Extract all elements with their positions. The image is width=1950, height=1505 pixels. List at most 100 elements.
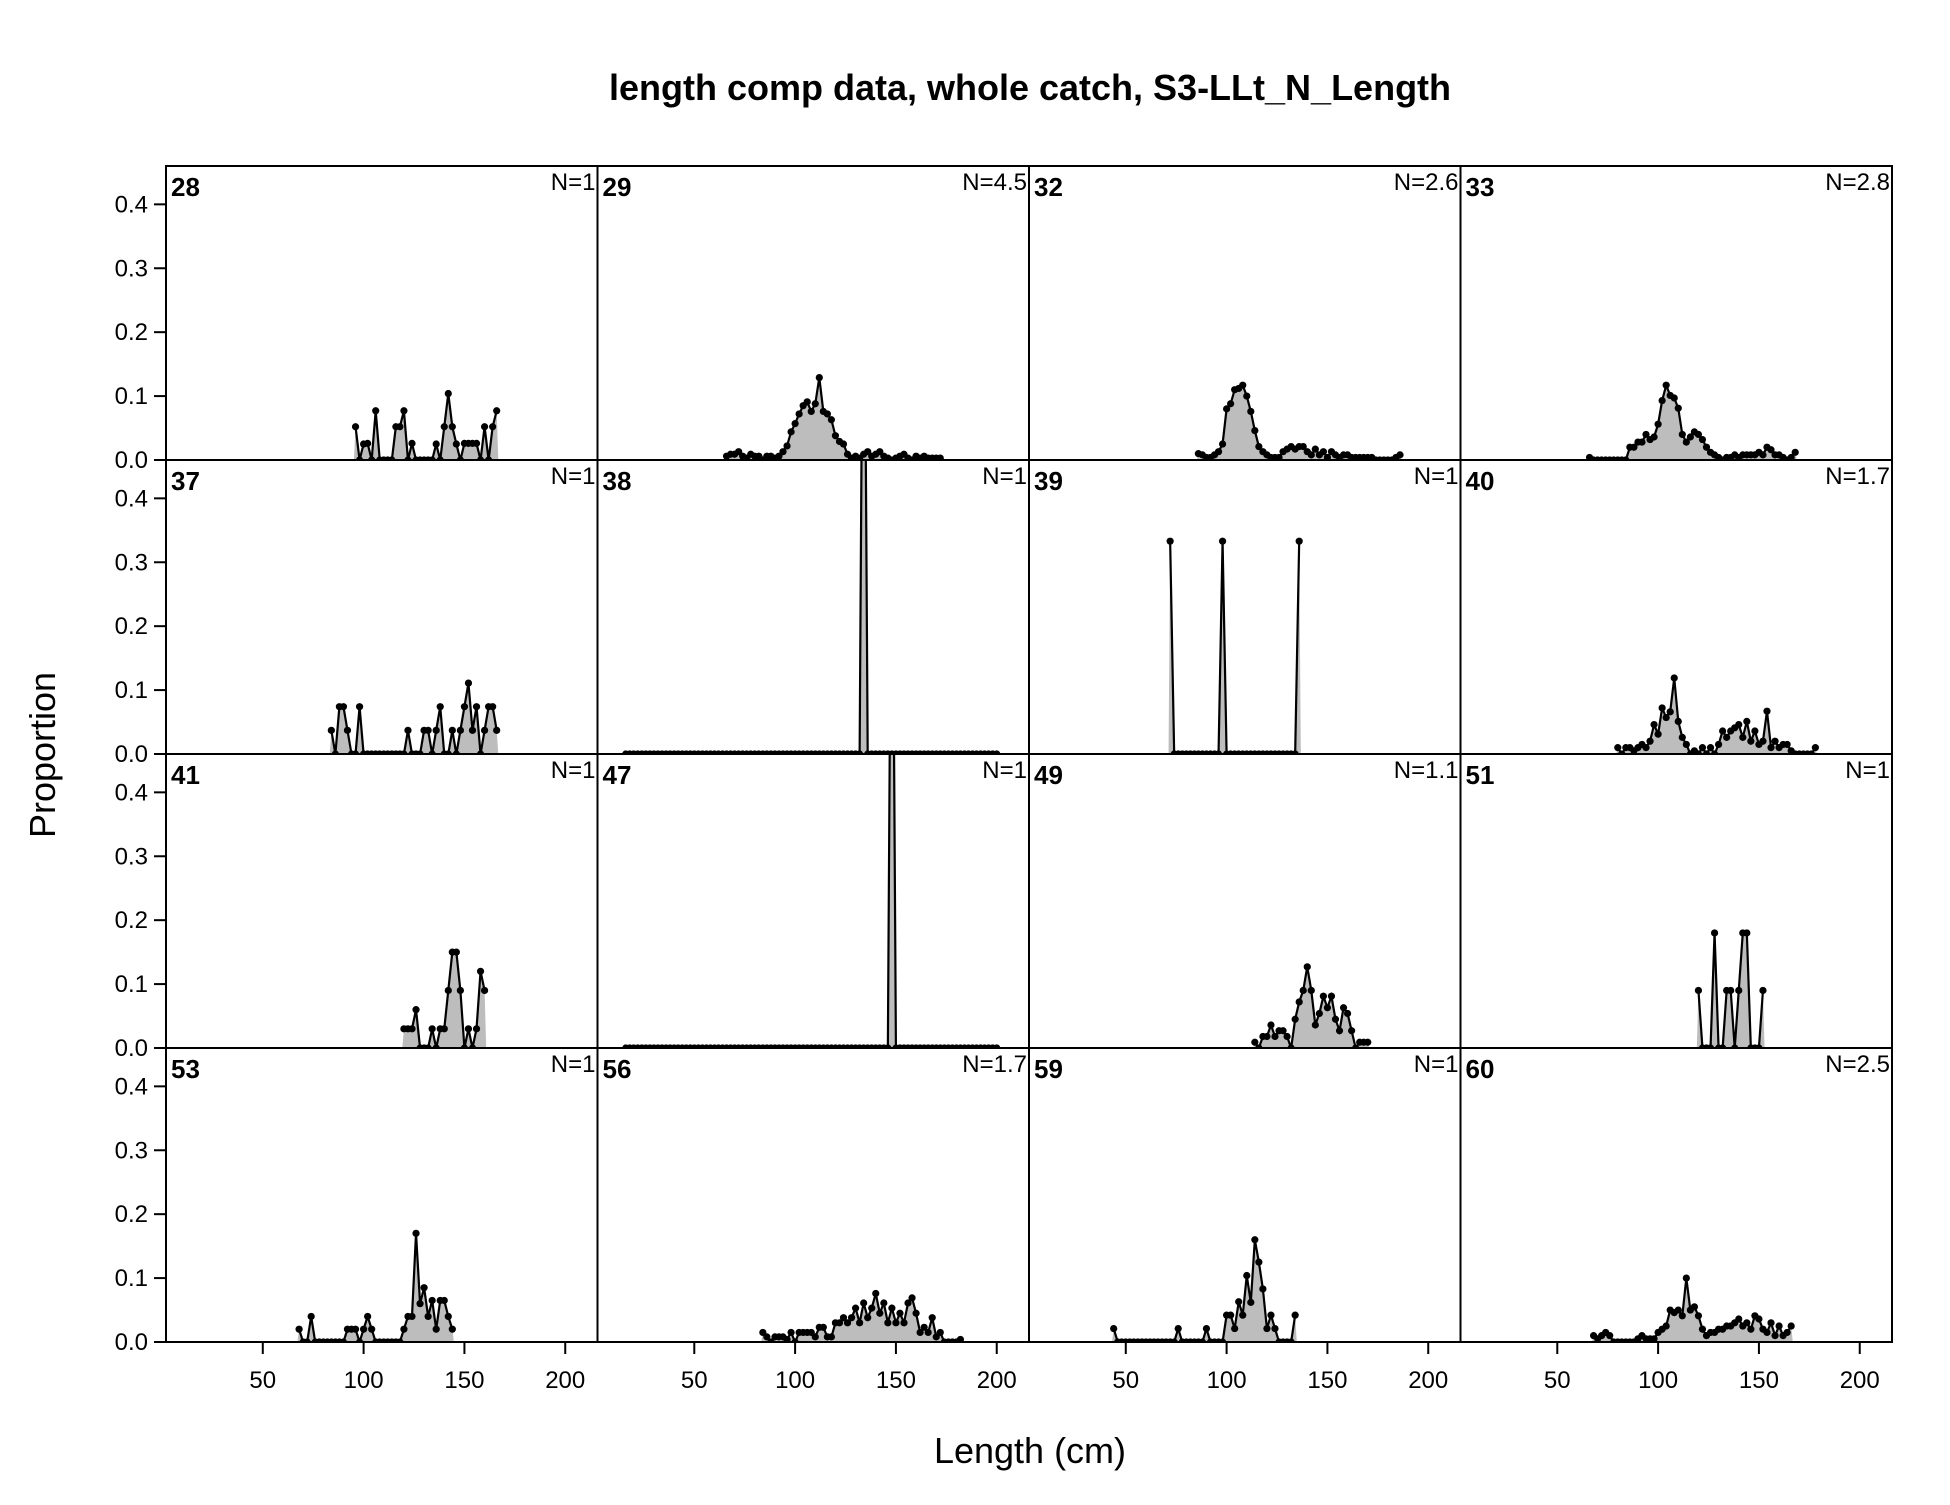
y-tick-label: 0.1 [115,383,148,410]
panel-marks [622,754,1001,1048]
data-point [1727,986,1735,995]
data-point [480,423,489,431]
data-point [1299,986,1307,995]
data-point [1275,453,1283,460]
data-point [1670,394,1678,402]
data-point [783,442,791,450]
panel-n-label: N=1 [982,463,1027,490]
data-point [888,1304,896,1312]
panel-33: 33 N=2.8 [1459,165,1893,461]
data-point [444,986,452,995]
data-point [864,1314,872,1322]
data-point [1682,740,1690,749]
data-point [460,703,469,711]
y-tick-label: 0.2 [115,319,148,346]
panel-49: 49 N=1.1 [1028,753,1462,1049]
x-tick-label: 50 [249,1367,276,1394]
data-point [1295,537,1303,545]
panel-marks [351,389,501,460]
data-point [1678,430,1686,439]
panel-label: 32 [1034,172,1063,202]
data-point [1630,443,1638,451]
y-tick-label: 0.4 [115,191,148,218]
data-point [847,1314,856,1322]
data-point [327,726,335,734]
data-point [787,428,795,436]
panel-39: 39 N=1 [1028,459,1462,755]
panel-n-label: N=1 [1845,757,1890,784]
data-point [1251,1236,1259,1244]
data-point [1331,1015,1340,1023]
data-point [791,419,799,428]
y-tick-label: 0.4 [115,1073,148,1100]
distribution-line [298,1233,454,1342]
data-point [1174,1324,1182,1333]
data-point [1771,1332,1779,1340]
data-point [856,1319,864,1327]
data-point [1271,1032,1279,1041]
panel-label: 28 [171,172,200,202]
data-point [400,1325,408,1333]
data-point [803,398,811,406]
distribution-line [330,682,498,754]
data-point [351,423,360,431]
data-point [424,1312,432,1321]
panel-frame [165,165,599,461]
data-point [1247,407,1255,416]
data-point [440,1025,448,1033]
data-point [476,967,485,975]
distribution-area [1168,541,1301,754]
data-point [1650,721,1658,729]
distribution-area [402,952,487,1048]
data-point [1686,433,1694,441]
data-point [1243,392,1251,400]
data-point [420,1284,428,1292]
y-tick-label: 0.1 [115,971,148,998]
panel-53: 53 N=1 0.0 0.1 0.2 0.3 0.4 50 100 150 200 [115,1047,599,1394]
y-tick-label: 0.3 [115,255,148,282]
data-point [1339,1004,1348,1012]
data-point [1763,1328,1771,1337]
data-point [835,1319,844,1327]
data-point [1227,400,1235,408]
data-point [452,440,460,448]
panel-n-label: N=1 [982,757,1027,784]
data-point [1658,704,1666,712]
x-tick-label: 150 [1307,1367,1347,1394]
x-tick-label: 50 [1112,1367,1139,1394]
data-point [1202,1324,1211,1333]
distribution-area [724,377,942,460]
panel-frame [1028,753,1462,1049]
data-point [1267,1021,1275,1029]
data-point [815,373,823,382]
data-point [1682,438,1690,446]
data-point [1743,1319,1751,1327]
data-point [1670,674,1678,682]
panel-marks [1110,1236,1299,1342]
data-point [763,1333,771,1341]
panel-n-label: N=4.5 [962,169,1027,196]
y-tick-label: 0.3 [115,843,148,870]
data-point [1271,1324,1279,1333]
data-point [1642,430,1650,439]
data-point [1759,986,1767,995]
panel-label: 53 [171,1054,200,1084]
data-point [1767,744,1775,752]
data-point [1327,992,1336,1000]
data-point [783,1335,791,1342]
data-point [444,1312,452,1321]
data-point [444,389,452,398]
data-point [408,439,416,447]
data-point [936,454,944,460]
data-point [868,1304,876,1312]
data-point [464,679,473,687]
panel-n-label: N=1 [551,1051,596,1078]
panel-label: 29 [603,172,632,202]
data-point [779,448,787,456]
data-point [1751,727,1759,735]
panel-frame [165,459,599,755]
panel-label: 40 [1466,466,1495,496]
data-point [1694,1312,1703,1320]
x-tick-label: 200 [1840,1367,1880,1394]
data-point [1251,427,1259,435]
